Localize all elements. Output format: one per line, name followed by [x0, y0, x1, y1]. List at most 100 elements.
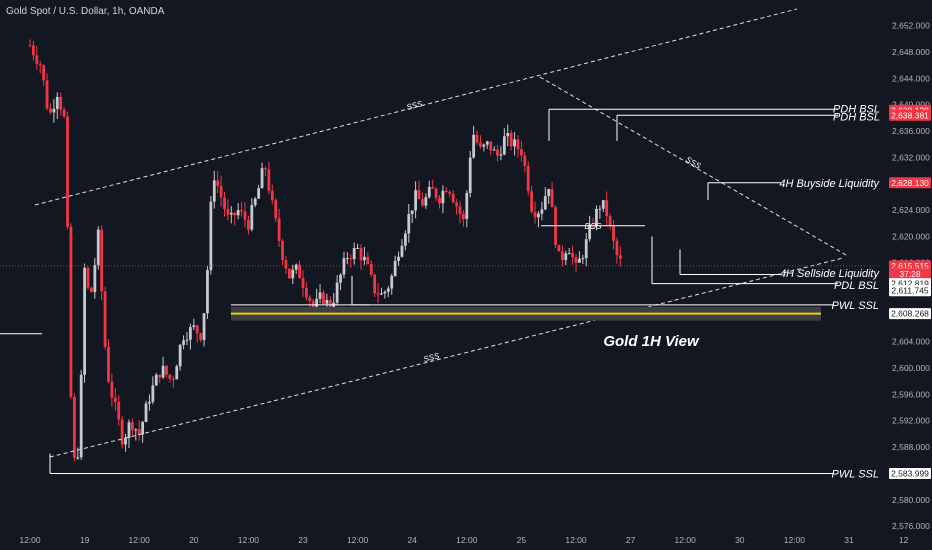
pdh-bsl-label-2: PDH BSL — [833, 111, 880, 123]
x-tick-label: 24 — [407, 535, 417, 545]
candle-body — [489, 141, 493, 151]
candle-body — [479, 142, 482, 147]
candle-body — [130, 422, 134, 431]
y-tick-label: 2,580.000 — [892, 495, 930, 505]
candle-body — [315, 298, 319, 308]
candle-body — [209, 201, 213, 271]
candle-body — [76, 457, 80, 459]
x-tick-label: 20 — [189, 535, 199, 545]
chart-title: Gold Spot / U.S. Dollar, 1h, OANDA — [6, 6, 165, 17]
candle-body — [618, 255, 622, 259]
candle-body — [407, 214, 411, 234]
candle-body — [434, 188, 438, 198]
descending-trendline — [539, 76, 847, 256]
candle-body — [165, 365, 168, 375]
candle-body — [567, 253, 571, 255]
candle-body — [270, 190, 274, 201]
y-tick-label: 2,640.000 — [892, 100, 930, 110]
candle-body — [386, 288, 390, 292]
candle-body — [185, 339, 189, 341]
candle-body — [110, 381, 114, 398]
candle-body — [571, 253, 574, 258]
candle-body — [216, 180, 220, 186]
candle-body — [318, 292, 322, 299]
candle-body — [455, 202, 458, 207]
candle-body — [322, 292, 325, 304]
candle-body — [212, 180, 216, 202]
candle-body — [369, 263, 373, 275]
candle-body — [287, 268, 291, 279]
candle-body — [537, 213, 540, 218]
candle-body — [438, 197, 441, 204]
candle-body — [90, 287, 93, 292]
candle-body — [448, 191, 452, 194]
candle-body — [366, 256, 370, 264]
y-tick-label: 2,636.000 — [892, 126, 930, 136]
y-tick-label: 2,600.000 — [892, 363, 930, 373]
candle-body — [601, 200, 605, 209]
candle-body — [523, 155, 527, 166]
candle-body — [557, 244, 561, 252]
candle-body — [578, 258, 581, 263]
x-tick-label: 12 — [899, 535, 909, 545]
price-tag-box — [889, 285, 931, 297]
sellside-liquidity-label: 4H Sellside Liquidity — [780, 268, 881, 280]
candle-body — [403, 233, 407, 246]
candle-body — [584, 239, 588, 259]
lower-channel-line — [49, 257, 844, 458]
x-tick-label: 12:00 — [784, 535, 806, 545]
candle-body — [465, 192, 469, 220]
candle-body — [509, 132, 513, 147]
candle-body — [472, 134, 476, 158]
candle-body — [458, 206, 462, 214]
upper-channel-line — [34, 8, 798, 206]
candle-body — [86, 267, 90, 288]
candle-body — [502, 136, 506, 155]
candle-body — [482, 144, 486, 147]
candle-body — [141, 422, 145, 435]
candle-body — [250, 205, 254, 230]
candle-body — [32, 45, 35, 56]
candle-body — [373, 274, 377, 294]
candle-body — [530, 191, 534, 212]
candle-body — [380, 293, 383, 295]
candle-body — [199, 333, 203, 341]
x-tick-label: 31 — [844, 535, 854, 545]
candle-body — [100, 229, 104, 292]
candle-body — [35, 55, 39, 64]
candle-body — [137, 429, 141, 435]
gold-1h-view-label: Gold 1H View — [603, 333, 700, 350]
candle-body — [390, 275, 394, 289]
candle-body — [226, 209, 230, 215]
candle-body — [223, 197, 226, 210]
price-tag-label: 2,608.268 — [891, 309, 929, 319]
x-tick-label: 12:00 — [347, 535, 369, 545]
candle-body — [247, 219, 250, 230]
candle-body — [233, 212, 237, 216]
candle-body — [175, 366, 179, 380]
candle-body — [526, 165, 530, 192]
candle-body — [83, 267, 86, 375]
candle-body — [335, 282, 339, 303]
bos-label: BOS — [585, 222, 603, 231]
price-tag-label: 2,638.381 — [891, 110, 929, 120]
candle-body — [96, 229, 100, 266]
candle-body — [124, 438, 127, 445]
candle-body — [158, 374, 162, 378]
candle-body — [547, 188, 551, 197]
candle-body — [410, 210, 414, 215]
price-tag-label: 2,612.819 — [891, 279, 929, 289]
candle-body — [574, 257, 578, 263]
candle-body — [69, 226, 73, 398]
price-tag-label: 2,628.130 — [891, 178, 929, 188]
pdl-bsl-label: PDL BSL — [834, 280, 879, 292]
candle-body — [59, 96, 63, 110]
candle-body — [492, 149, 496, 151]
x-tick-label: 12:00 — [565, 535, 587, 545]
candle-body — [291, 269, 295, 279]
candle-body — [206, 270, 209, 314]
candle-body — [55, 96, 59, 109]
candle-body — [113, 397, 117, 403]
candle-body — [612, 225, 615, 241]
